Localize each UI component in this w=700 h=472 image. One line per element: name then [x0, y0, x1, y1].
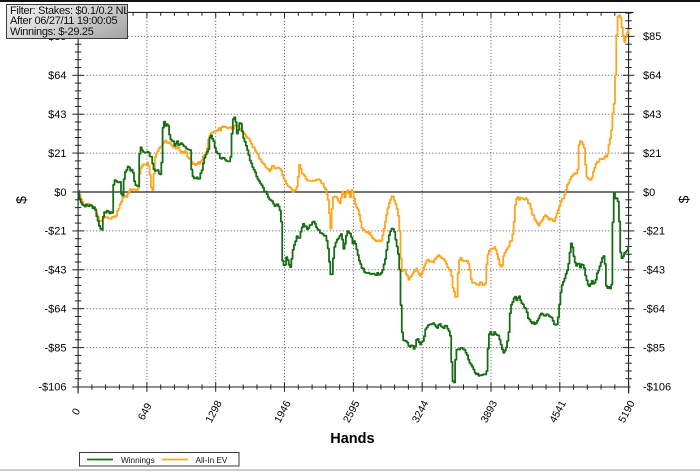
- svg-text:0: 0: [70, 406, 83, 417]
- svg-text:$43: $43: [643, 109, 661, 121]
- svg-text:$21: $21: [48, 148, 66, 160]
- svg-text:-$43: -$43: [44, 265, 66, 277]
- svg-text:$43: $43: [48, 109, 66, 121]
- svg-text:-$21: -$21: [44, 226, 66, 238]
- svg-text:$64: $64: [643, 70, 661, 82]
- svg-text:Winnings: Winnings: [121, 456, 155, 465]
- svg-text:-$64: -$64: [643, 304, 665, 316]
- svg-text:$0: $0: [54, 187, 66, 199]
- svg-text:$21: $21: [643, 148, 661, 160]
- svg-text:$0: $0: [643, 187, 655, 199]
- svg-text:-$85: -$85: [44, 342, 66, 354]
- svg-text:Hands: Hands: [330, 431, 374, 447]
- svg-text:-$43: -$43: [643, 265, 665, 277]
- svg-text:All-In EV: All-In EV: [196, 456, 228, 465]
- svg-text:$64: $64: [48, 70, 66, 82]
- svg-text:-$106: -$106: [643, 381, 671, 393]
- svg-text:$: $: [675, 195, 691, 203]
- svg-text:-$21: -$21: [643, 226, 665, 238]
- svg-text:$85: $85: [643, 31, 661, 43]
- svg-text:$: $: [13, 196, 29, 204]
- svg-text:-$106: -$106: [38, 381, 66, 393]
- svg-text:-$64: -$64: [44, 304, 66, 316]
- svg-text:-$85: -$85: [643, 342, 665, 354]
